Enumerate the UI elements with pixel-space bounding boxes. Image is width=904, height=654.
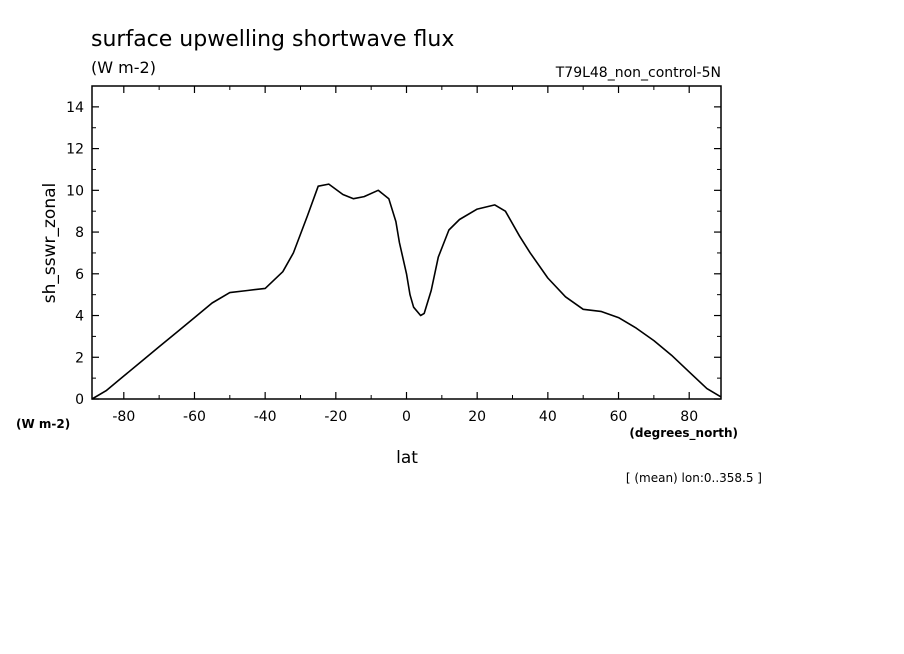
y-tick-label: 0 <box>75 392 84 408</box>
x-tick-label: 60 <box>610 409 628 425</box>
run-label: T79L48_non_control-5N <box>555 65 721 81</box>
y-tick-label: 14 <box>66 100 84 116</box>
y-tick-label: 6 <box>75 267 84 283</box>
x-tick-label: 80 <box>680 409 698 425</box>
series-layer <box>91 183 722 400</box>
x-tick-label: 40 <box>539 409 557 425</box>
y-axis-ticks: 0 2 4 6 8 10 12 14 <box>66 100 721 408</box>
y-tick-label: 2 <box>75 350 84 366</box>
x-tick-label: -80 <box>112 409 135 425</box>
footnote: [ (mean) lon:0..358.5 ] <box>626 471 762 485</box>
plot-frame <box>91 85 722 400</box>
y-tick-label: 12 <box>66 142 84 158</box>
x-axis-ticks: -80 -60 -40 -20 0 20 40 60 80 <box>112 86 698 425</box>
x-tick-label: -60 <box>183 409 206 425</box>
x-tick-label: -20 <box>324 409 347 425</box>
x-tick-label: 0 <box>402 409 411 425</box>
chart-title: surface upwelling shortwave flux <box>91 27 454 52</box>
chart-units: (W m-2) <box>91 58 156 77</box>
y-tick-label: 8 <box>75 225 84 241</box>
x-axis-units: (degrees_north) <box>629 426 738 441</box>
y-tick-label: 4 <box>75 309 84 325</box>
series-line-0 <box>91 183 722 400</box>
x-axis-label: lat <box>396 448 418 468</box>
y-axis-label: sh_sswr_zonal <box>40 183 60 303</box>
y-tick-label: 10 <box>66 183 84 199</box>
x-tick-label: -40 <box>254 409 277 425</box>
y-axis-units: (W m-2) <box>16 417 70 431</box>
x-tick-label: 20 <box>468 409 486 425</box>
